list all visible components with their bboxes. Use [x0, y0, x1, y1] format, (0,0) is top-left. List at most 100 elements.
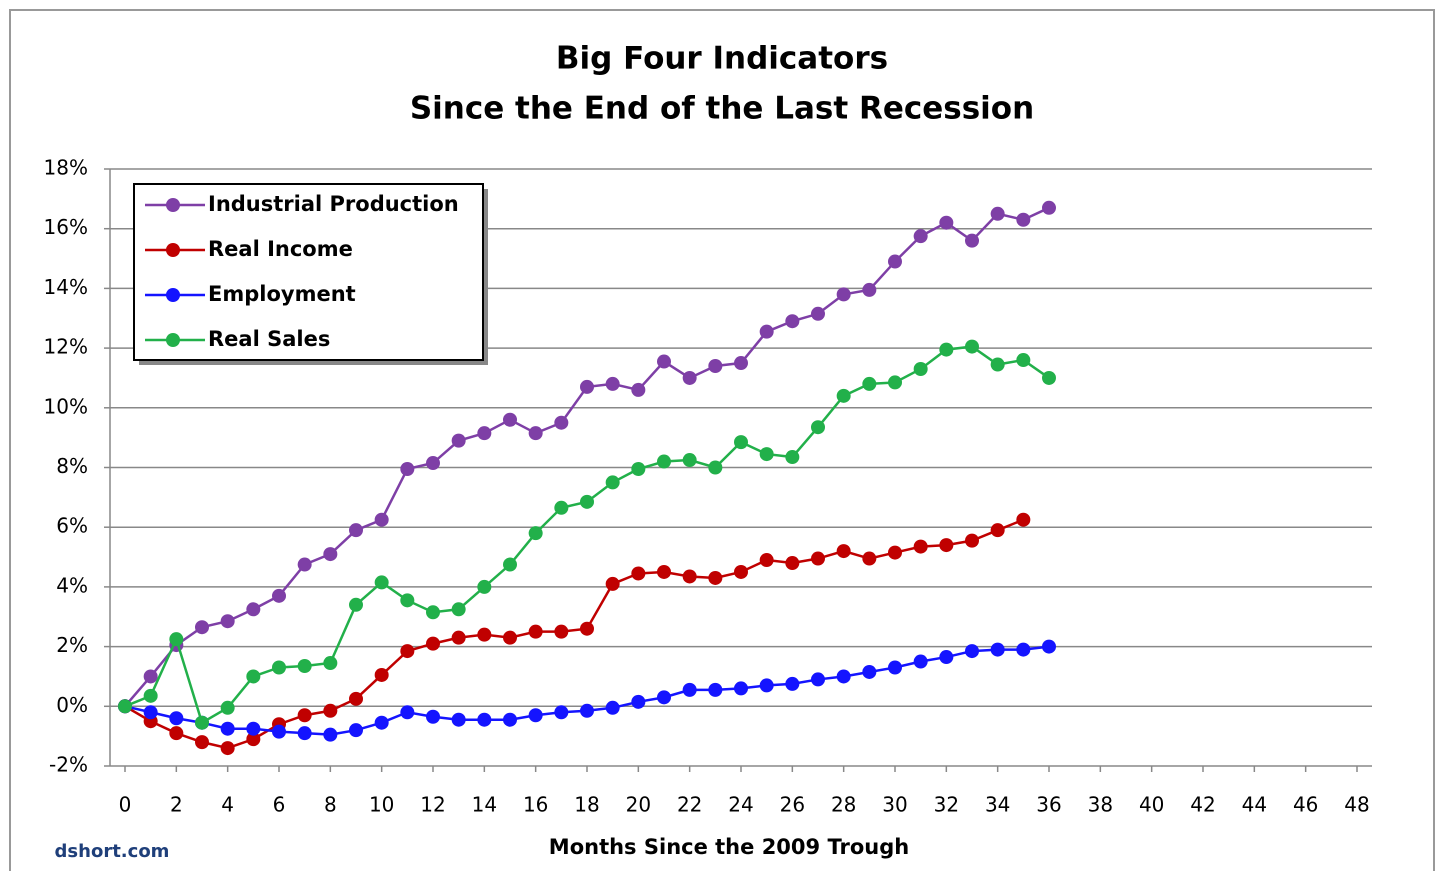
data-point	[734, 681, 748, 696]
data-point	[965, 644, 979, 659]
data-point	[862, 551, 877, 566]
data-point	[195, 620, 209, 635]
data-point	[323, 656, 338, 671]
data-point	[349, 523, 363, 538]
data-point	[426, 456, 440, 471]
data-point	[400, 593, 415, 608]
data-point	[349, 691, 363, 706]
x-tick-label: 0	[119, 793, 132, 817]
data-point	[631, 461, 646, 476]
data-point	[836, 669, 851, 684]
data-point	[913, 654, 928, 669]
data-point	[477, 627, 492, 642]
data-point	[246, 721, 261, 736]
data-point	[990, 642, 1005, 657]
data-point	[220, 721, 235, 736]
data-point	[990, 357, 1005, 372]
data-point	[759, 678, 774, 693]
data-point	[246, 732, 261, 747]
data-point	[682, 370, 697, 385]
x-tick-label: 24	[728, 793, 753, 817]
data-point	[554, 705, 569, 720]
data-point	[374, 575, 389, 590]
data-point	[631, 382, 646, 397]
data-point	[220, 700, 235, 715]
y-tick-label: 2%	[56, 633, 88, 657]
y-tick-label: 10%	[44, 394, 88, 418]
y-tick-label: 4%	[56, 573, 88, 597]
data-point	[580, 379, 594, 394]
x-tick-label: 26	[780, 793, 805, 817]
data-point	[451, 712, 466, 727]
x-tick-label: 36	[1036, 793, 1061, 817]
x-tick-label: 40	[1139, 793, 1164, 817]
data-point	[477, 712, 492, 727]
data-point	[657, 454, 671, 469]
data-point	[528, 426, 543, 441]
x-tick-label: 8	[324, 793, 337, 817]
x-tick-label: 38	[1088, 793, 1113, 817]
data-point	[374, 715, 389, 730]
data-point	[580, 494, 594, 509]
data-point	[631, 694, 646, 709]
data-point	[143, 705, 158, 720]
y-tick-label: 8%	[56, 454, 88, 478]
data-point	[297, 708, 312, 723]
data-point	[605, 700, 620, 715]
data-point	[297, 557, 312, 572]
x-tick-label: 30	[882, 793, 907, 817]
data-point	[554, 415, 569, 430]
data-point	[528, 708, 543, 723]
x-tick-label: 10	[369, 793, 394, 817]
y-tick-label: 16%	[44, 215, 88, 239]
data-point	[220, 741, 235, 756]
data-point	[785, 556, 800, 571]
legend-marker	[166, 288, 180, 302]
source: dshort.com	[55, 841, 170, 862]
data-point	[374, 512, 389, 527]
data-point	[400, 644, 415, 659]
y-tick-label: 0%	[56, 693, 88, 717]
data-point	[297, 726, 312, 741]
data-point	[349, 597, 363, 612]
data-point	[503, 557, 517, 572]
x-tick-label: 16	[523, 793, 548, 817]
data-point	[631, 566, 646, 581]
data-point	[1016, 212, 1031, 227]
data-point	[836, 388, 851, 403]
x-tick-label: 18	[574, 793, 599, 817]
data-point	[195, 735, 209, 750]
data-point	[836, 287, 851, 302]
data-point	[785, 676, 800, 691]
data-point	[965, 233, 979, 248]
x-tick-label: 42	[1190, 793, 1215, 817]
data-point	[503, 630, 517, 645]
data-point	[451, 433, 466, 448]
x-axis-label: Months Since the 2009 Trough	[549, 835, 909, 859]
x-tick-label: 32	[934, 793, 959, 817]
data-point	[862, 282, 877, 297]
x-tick-label: 14	[472, 793, 497, 817]
x-tick-label: 28	[831, 793, 856, 817]
data-point	[785, 450, 800, 465]
data-point	[1042, 639, 1056, 654]
data-point	[143, 669, 158, 684]
data-point	[734, 356, 748, 371]
data-point	[272, 724, 286, 739]
chart-title: Big Four Indicators	[556, 41, 888, 77]
data-point	[400, 461, 415, 476]
data-point	[1016, 512, 1031, 527]
data-point	[220, 614, 235, 629]
legend-label: Real Sales	[208, 327, 330, 351]
data-point	[272, 588, 286, 603]
data-point	[400, 705, 415, 720]
legend-label: Industrial Production	[208, 192, 459, 216]
data-point	[939, 538, 954, 553]
data-point	[657, 564, 671, 579]
data-point	[785, 314, 800, 329]
y-tick-label: 14%	[44, 275, 88, 299]
data-point	[682, 682, 697, 697]
chart-frame	[9, 9, 1435, 871]
chart-subtitle: Since the End of the Last Recession	[410, 91, 1034, 127]
